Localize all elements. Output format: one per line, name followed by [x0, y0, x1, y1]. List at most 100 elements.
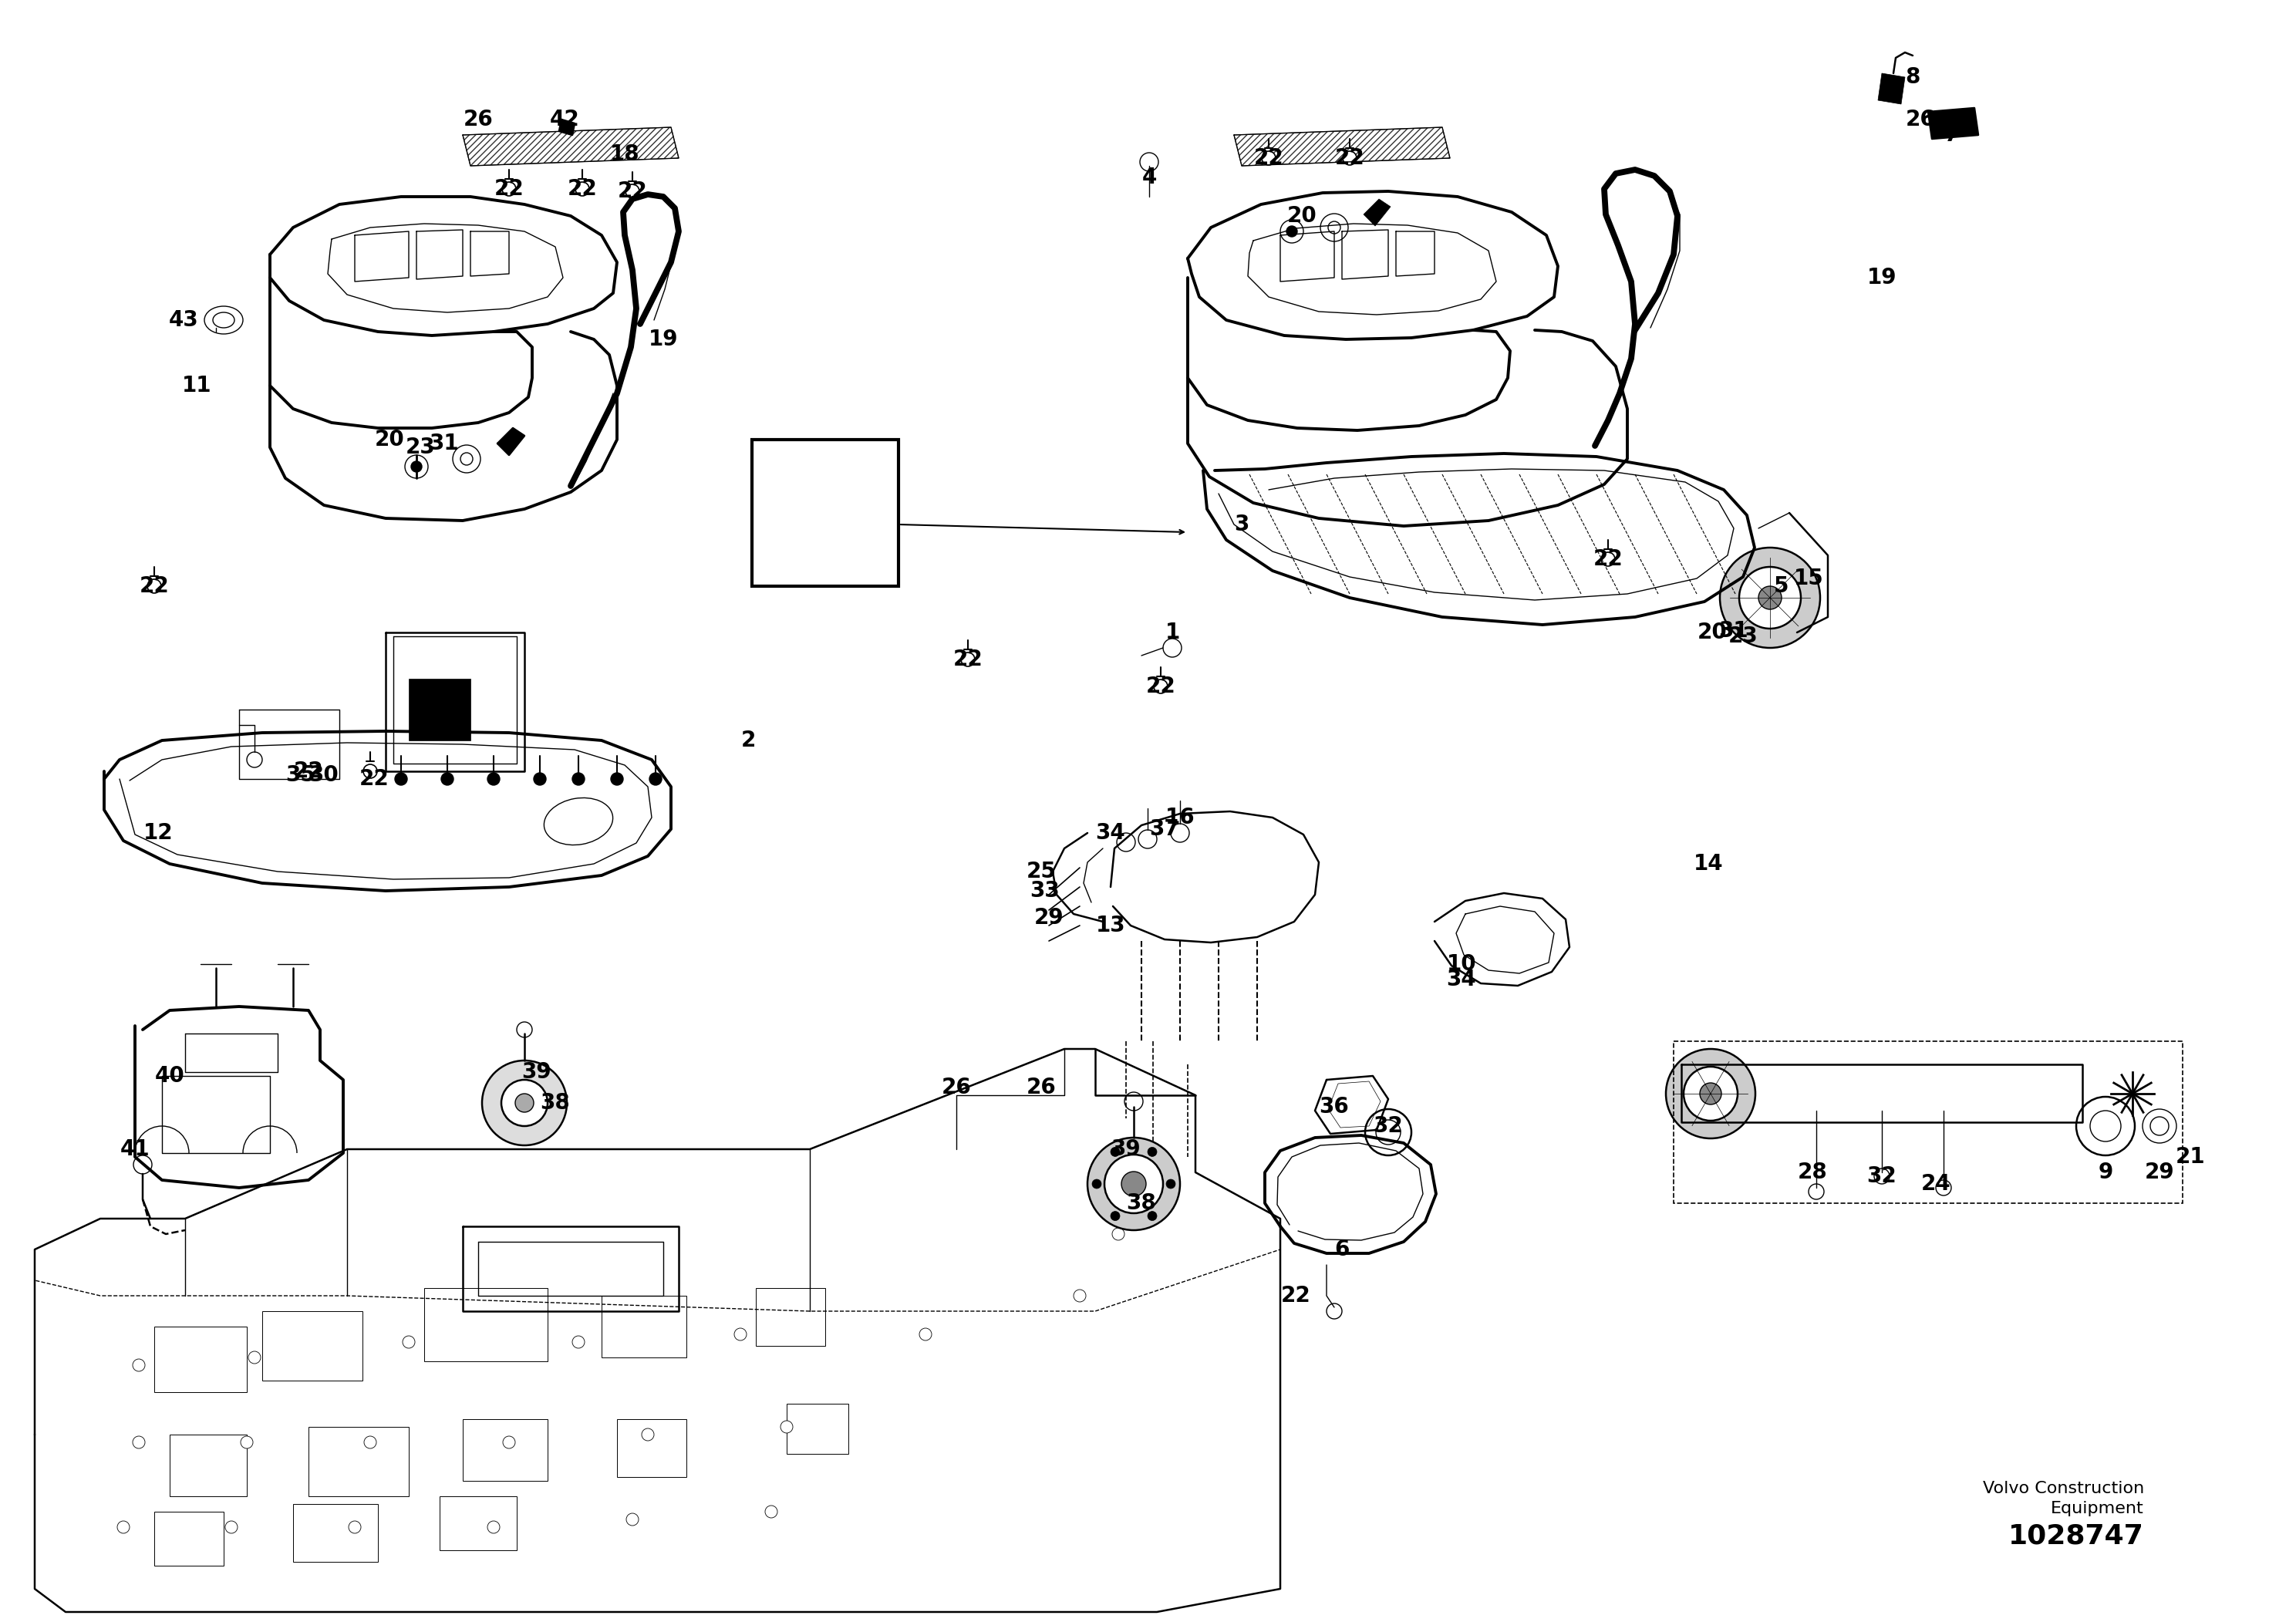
Text: 22: 22 [953, 649, 983, 670]
Circle shape [1809, 1184, 1823, 1199]
Circle shape [482, 1061, 567, 1145]
Text: 23: 23 [406, 436, 436, 457]
Circle shape [404, 456, 427, 478]
Circle shape [533, 772, 546, 785]
Text: 31: 31 [429, 433, 459, 454]
Circle shape [1286, 225, 1297, 237]
Bar [154, 1512, 223, 1565]
Circle shape [147, 579, 161, 594]
Text: 22: 22 [358, 769, 388, 790]
Circle shape [1111, 1147, 1120, 1156]
Circle shape [1164, 639, 1182, 657]
Circle shape [572, 772, 585, 785]
Text: 15: 15 [1793, 568, 1823, 589]
Text: 23: 23 [1729, 626, 1759, 647]
Text: 20: 20 [374, 428, 404, 451]
Circle shape [248, 1351, 262, 1364]
Text: 1028747: 1028747 [2009, 1523, 2144, 1549]
Bar [753, 440, 898, 586]
Text: 32: 32 [1867, 1165, 1896, 1187]
Text: 22: 22 [494, 178, 523, 200]
Polygon shape [498, 428, 523, 456]
Bar [602, 1296, 687, 1358]
Polygon shape [1364, 200, 1391, 225]
Text: 22: 22 [294, 761, 324, 782]
Text: 18: 18 [611, 143, 641, 165]
Text: 19: 19 [647, 329, 677, 350]
Text: 31: 31 [1720, 620, 1750, 642]
Text: 25: 25 [1026, 861, 1056, 882]
Text: 9: 9 [2099, 1161, 2112, 1182]
Text: 29: 29 [2144, 1161, 2174, 1182]
Circle shape [1075, 1289, 1086, 1302]
Circle shape [225, 1521, 236, 1533]
Text: 20: 20 [1697, 621, 1727, 644]
Bar [618, 1419, 687, 1478]
Circle shape [2142, 1109, 2177, 1144]
Text: 8: 8 [1906, 67, 1919, 88]
Circle shape [1111, 1228, 1125, 1241]
Circle shape [1327, 221, 1341, 234]
Circle shape [133, 1359, 145, 1371]
Text: 43: 43 [168, 310, 197, 331]
Text: 11: 11 [181, 375, 211, 396]
Text: 38: 38 [1127, 1192, 1157, 1213]
Circle shape [1366, 1109, 1412, 1155]
Text: 37: 37 [1150, 819, 1180, 840]
Text: 10: 10 [1446, 954, 1476, 975]
Circle shape [625, 185, 638, 198]
Circle shape [1263, 151, 1277, 165]
Text: 36: 36 [1320, 1096, 1350, 1118]
Circle shape [1171, 824, 1189, 842]
Circle shape [572, 1337, 585, 1348]
Text: 2: 2 [742, 730, 755, 751]
Circle shape [1327, 1304, 1341, 1319]
Bar [439, 1495, 517, 1551]
Ellipse shape [204, 307, 243, 334]
Text: 22: 22 [140, 576, 170, 597]
Text: 22: 22 [1593, 548, 1623, 569]
Circle shape [1166, 1179, 1176, 1189]
Circle shape [395, 772, 406, 785]
Text: 27: 27 [868, 483, 898, 504]
Circle shape [1343, 151, 1357, 165]
Circle shape [461, 453, 473, 466]
Text: 20: 20 [1288, 204, 1318, 227]
Circle shape [517, 1022, 533, 1038]
Text: 14: 14 [1694, 853, 1724, 874]
Circle shape [1116, 834, 1134, 852]
Bar [294, 1504, 379, 1562]
Bar [788, 1403, 847, 1453]
Circle shape [487, 1521, 501, 1533]
Circle shape [1738, 568, 1800, 629]
Text: 4: 4 [1141, 167, 1157, 188]
Text: 35: 35 [285, 764, 317, 787]
Text: 16: 16 [1164, 806, 1194, 829]
Text: 26: 26 [1906, 109, 1936, 130]
Circle shape [1134, 1181, 1148, 1194]
Ellipse shape [214, 313, 234, 328]
Circle shape [1281, 221, 1304, 243]
Text: 7: 7 [1945, 125, 1958, 146]
Circle shape [1148, 1147, 1157, 1156]
Circle shape [1125, 1092, 1143, 1111]
Circle shape [365, 1435, 377, 1448]
Circle shape [452, 444, 480, 472]
Bar [170, 1434, 246, 1495]
Circle shape [1683, 1067, 1738, 1121]
Circle shape [1120, 1171, 1146, 1197]
Text: 17: 17 [783, 514, 813, 535]
Text: 12: 12 [142, 822, 172, 843]
Polygon shape [1878, 73, 1906, 104]
Circle shape [514, 1093, 533, 1113]
Text: 32: 32 [1373, 1116, 1403, 1137]
Circle shape [735, 1328, 746, 1340]
Text: 39: 39 [521, 1061, 551, 1083]
Bar [464, 1419, 546, 1481]
Circle shape [650, 772, 661, 785]
Text: 22: 22 [1281, 1285, 1311, 1307]
Circle shape [1600, 551, 1614, 566]
Bar [262, 1311, 363, 1380]
Circle shape [503, 182, 517, 196]
Text: 40: 40 [154, 1066, 184, 1087]
